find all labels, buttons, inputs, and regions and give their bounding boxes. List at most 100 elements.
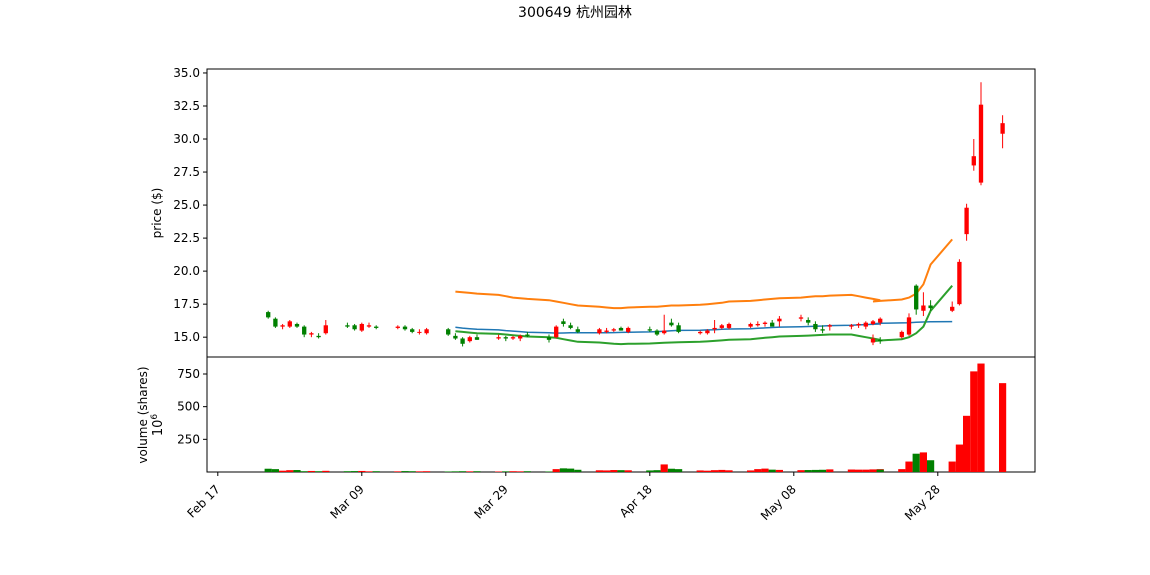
price-tick-label: 27.5 bbox=[173, 165, 200, 179]
volume-bar bbox=[819, 469, 827, 472]
x-tick-label: Apr 18 bbox=[617, 482, 655, 520]
volume-bar bbox=[797, 470, 805, 472]
volume-bar bbox=[811, 469, 819, 472]
candle-body bbox=[928, 305, 933, 309]
candle-body bbox=[654, 330, 660, 335]
volume-bar bbox=[516, 471, 524, 472]
candle-body bbox=[1000, 123, 1005, 134]
price-panel-frame bbox=[206, 68, 1036, 358]
candle-body bbox=[906, 317, 912, 335]
candle-body bbox=[971, 156, 976, 166]
volume-bar bbox=[919, 452, 927, 472]
candle-body bbox=[748, 323, 753, 327]
volume-bar bbox=[603, 470, 611, 472]
volume-bar bbox=[523, 471, 531, 472]
candle-body bbox=[453, 335, 458, 339]
volume-bar bbox=[804, 470, 812, 472]
volume-bar bbox=[300, 471, 308, 472]
volume-bar bbox=[963, 415, 971, 472]
volume-bar bbox=[473, 471, 481, 472]
candle-body bbox=[849, 325, 854, 327]
candle-body bbox=[309, 333, 314, 335]
volume-tick-label: 750 bbox=[177, 367, 200, 381]
volume-bar bbox=[927, 460, 935, 472]
volume-bar bbox=[502, 471, 510, 472]
volume-bar bbox=[999, 383, 1007, 472]
volume-bar bbox=[286, 470, 294, 472]
candle-body bbox=[374, 326, 379, 328]
candle-body bbox=[762, 322, 768, 324]
volume-bar bbox=[955, 444, 963, 472]
volume-bar bbox=[365, 471, 373, 472]
x-tick-label: Mar 29 bbox=[472, 482, 511, 521]
volume-bar bbox=[264, 468, 272, 472]
volume-bar bbox=[415, 471, 423, 472]
candle-body bbox=[806, 320, 811, 323]
ma-line-upper-band bbox=[455, 238, 953, 310]
candle-body bbox=[957, 261, 962, 305]
candle-body bbox=[568, 325, 573, 328]
volume-bar bbox=[711, 470, 719, 472]
volume-offset-exponent: 6 bbox=[150, 414, 160, 420]
candle-body bbox=[878, 339, 883, 342]
candle-body bbox=[870, 321, 876, 324]
candle-body bbox=[287, 321, 292, 327]
price-axis-label: price ($) bbox=[150, 188, 164, 239]
volume-bar bbox=[775, 469, 783, 472]
candle-body bbox=[618, 327, 624, 331]
x-tick-label: May 28 bbox=[902, 482, 943, 523]
candle-body bbox=[575, 329, 580, 332]
candle-body bbox=[827, 325, 832, 327]
candle-body bbox=[777, 318, 782, 322]
candle-body bbox=[856, 323, 861, 326]
candle-body bbox=[510, 337, 516, 339]
candle-body bbox=[546, 337, 552, 340]
volume-bar bbox=[977, 363, 985, 472]
volume-bar bbox=[401, 471, 409, 472]
candle-body bbox=[345, 325, 350, 327]
candle-body bbox=[446, 329, 451, 335]
volume-bar bbox=[444, 471, 452, 472]
candle-body bbox=[820, 329, 825, 331]
volume-bar bbox=[466, 471, 474, 472]
price-tick-label: 30.0 bbox=[173, 132, 200, 146]
candle-body bbox=[467, 337, 472, 342]
x-tick-label: Feb 17 bbox=[184, 482, 222, 520]
volume-bar bbox=[574, 469, 582, 472]
volume-bar bbox=[617, 470, 625, 472]
candle-body bbox=[611, 329, 616, 331]
price-tick-label: 35.0 bbox=[173, 66, 200, 80]
candle-body bbox=[712, 327, 717, 330]
volume-bar bbox=[653, 470, 661, 472]
candle-body bbox=[798, 317, 804, 319]
candle-body bbox=[323, 325, 328, 334]
candle-body bbox=[266, 312, 271, 318]
candle-body bbox=[698, 331, 703, 334]
candle-body bbox=[705, 330, 710, 334]
volume-bar bbox=[646, 470, 654, 472]
volume-bar bbox=[876, 469, 884, 472]
volume-bar bbox=[847, 469, 855, 472]
volume-bar bbox=[610, 470, 618, 472]
volume-bar bbox=[826, 469, 834, 472]
volume-bar bbox=[855, 469, 863, 472]
candle-body bbox=[669, 322, 674, 326]
volume-bar bbox=[394, 471, 402, 472]
volume-bar bbox=[898, 469, 906, 472]
volume-bar bbox=[451, 471, 459, 472]
candle-body bbox=[352, 325, 357, 330]
candle-body bbox=[294, 323, 300, 327]
volume-bar bbox=[423, 471, 431, 472]
chart-title: 300649 杭州园林 bbox=[518, 5, 632, 21]
volume-bar bbox=[552, 469, 560, 472]
volume-bar bbox=[351, 471, 359, 472]
volume-bar bbox=[725, 470, 733, 472]
candle-body bbox=[813, 323, 818, 330]
volume-bar bbox=[761, 468, 769, 472]
volume-bar bbox=[862, 469, 870, 472]
volume-bar bbox=[279, 470, 287, 472]
candle-body bbox=[503, 337, 508, 339]
ma-line-lower-band bbox=[455, 285, 953, 346]
candle-body bbox=[964, 207, 969, 235]
